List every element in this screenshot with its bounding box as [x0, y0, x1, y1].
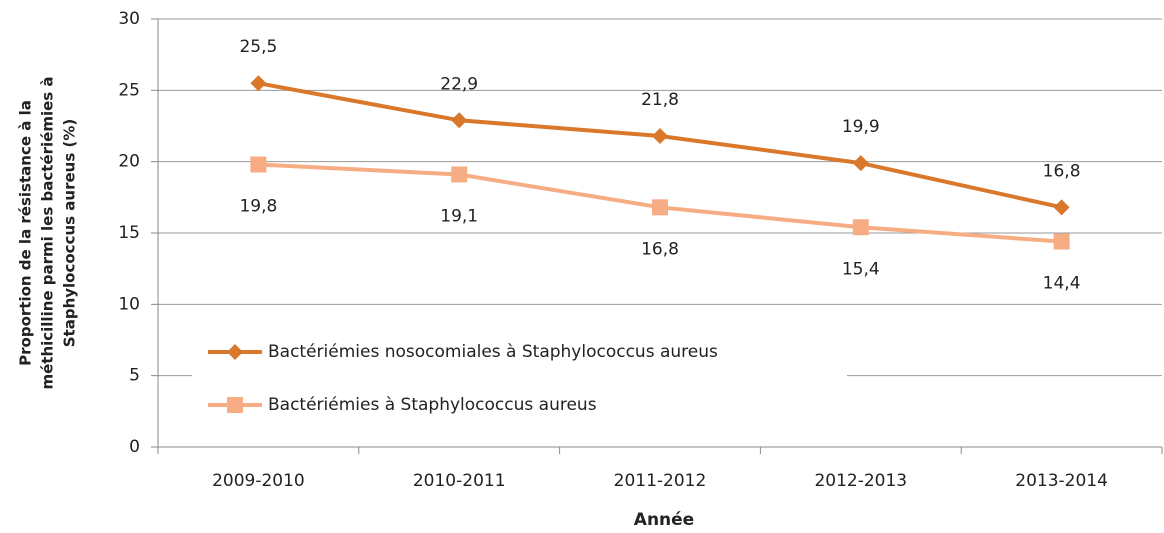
x-axis-title: Année — [634, 510, 694, 530]
legend-label: Bactériémies nosocomiales à Staphylococc… — [268, 342, 718, 362]
marker — [852, 219, 869, 236]
y-tick-label: 10 — [118, 294, 140, 314]
legend: Bactériémies nosocomiales à Staphylococc… — [192, 325, 847, 425]
y-axis-title: Proportion de la résistance à la méthici… — [17, 76, 79, 389]
x-tick-label: 2011-2012 — [614, 471, 707, 491]
marker — [1053, 233, 1070, 250]
marker — [250, 156, 267, 173]
data-label: 16,8 — [641, 239, 679, 259]
data-label: 15,4 — [842, 259, 880, 279]
marker — [227, 397, 243, 413]
y-tick-label: 30 — [118, 9, 140, 29]
y-axis-title-line: méthicilline parmi les bactériémies à — [39, 76, 57, 389]
x-tick-label: 2010-2011 — [413, 471, 506, 491]
legend-label: Bactériémies à Staphylococcus aureus — [268, 395, 597, 415]
y-axis-title-line: Proportion de la résistance à la — [17, 100, 35, 366]
x-tick-label: 2013-2014 — [1015, 471, 1108, 491]
data-label: 25,5 — [239, 37, 277, 57]
marker — [227, 344, 243, 360]
marker — [1053, 199, 1070, 216]
marker — [451, 166, 468, 183]
data-label: 14,4 — [1043, 274, 1081, 294]
marker — [652, 127, 668, 144]
data-label: 19,1 — [440, 207, 478, 227]
marker — [250, 75, 267, 92]
y-tick-label: 15 — [118, 223, 140, 243]
marker — [652, 199, 668, 216]
marker — [451, 112, 468, 129]
data-label: 19,9 — [842, 117, 880, 137]
y-tick-label: 0 — [129, 437, 140, 457]
y-tick-label: 20 — [118, 152, 140, 172]
x-tick-label: 2009-2010 — [212, 471, 305, 491]
y-tick-label: 5 — [129, 366, 140, 386]
data-label: 22,9 — [440, 74, 478, 94]
legend-box — [192, 325, 847, 425]
data-label: 19,8 — [239, 197, 277, 217]
y-axis-title-line: Staphylococcus aureus (%) — [61, 119, 79, 348]
data-label: 21,8 — [641, 90, 679, 110]
y-tick-label: 25 — [118, 80, 140, 100]
x-tick-label: 2012-2013 — [814, 471, 907, 491]
marker — [852, 155, 869, 172]
data-label: 16,8 — [1043, 161, 1081, 181]
